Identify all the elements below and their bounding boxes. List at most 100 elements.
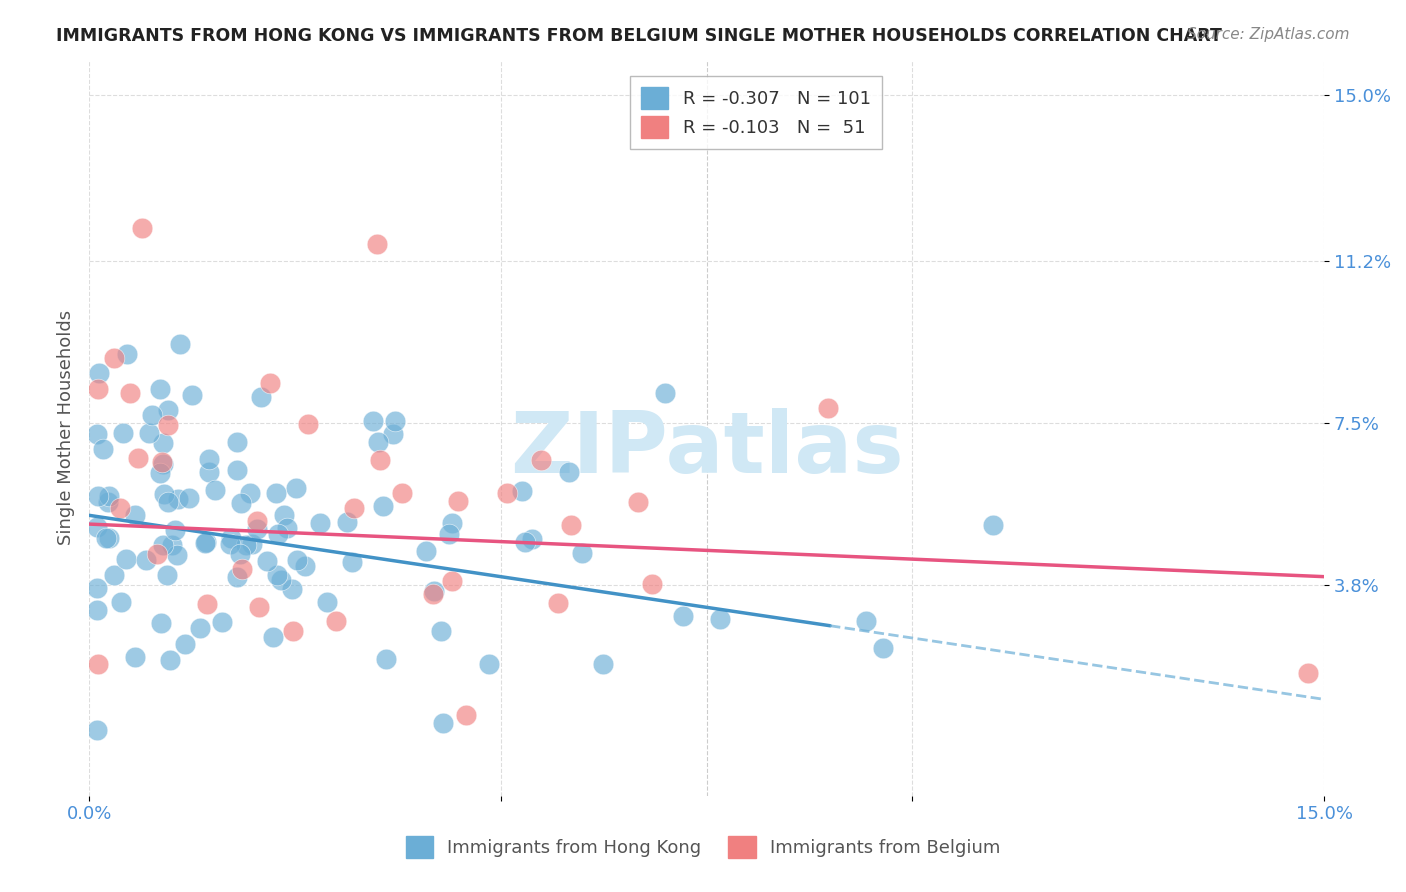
Immigrants from Hong Kong: [256, 554, 278, 568]
Immigrants from Hong Kong: [103, 568, 125, 582]
Immigrants from Hong Kong: [709, 612, 731, 626]
Immigrants from Hong Kong: [174, 637, 197, 651]
Immigrants from Hong Kong: [157, 403, 180, 417]
Immigrants from Hong Kong: [86, 581, 108, 595]
Immigrants from Belgium: [627, 494, 650, 508]
Immigrants from Hong Kong: [432, 715, 454, 730]
Immigrants from Hong Kong: [219, 531, 242, 545]
Immigrants from Belgium: [259, 376, 281, 391]
Immigrants from Hong Kong: [152, 457, 174, 471]
Immigrants from Hong Kong: [115, 347, 138, 361]
Immigrants from Hong Kong: [167, 492, 190, 507]
Immigrants from Belgium: [530, 452, 553, 467]
Text: ZIPatlas: ZIPatlas: [510, 409, 904, 491]
Immigrants from Belgium: [817, 401, 839, 415]
Immigrants from Hong Kong: [169, 337, 191, 351]
Immigrants from Belgium: [297, 417, 319, 431]
Immigrants from Hong Kong: [198, 465, 221, 479]
Immigrants from Hong Kong: [225, 570, 247, 584]
Immigrants from Hong Kong: [115, 552, 138, 566]
Immigrants from Hong Kong: [226, 435, 249, 450]
Immigrants from Hong Kong: [270, 573, 292, 587]
Immigrants from Hong Kong: [87, 366, 110, 380]
Immigrants from Hong Kong: [316, 595, 339, 609]
Immigrants from Hong Kong: [194, 535, 217, 549]
Immigrants from Belgium: [441, 574, 464, 589]
Immigrants from Belgium: [145, 547, 167, 561]
Immigrants from Hong Kong: [124, 650, 146, 665]
Immigrants from Hong Kong: [294, 558, 316, 573]
Immigrants from Hong Kong: [342, 555, 364, 569]
Immigrants from Belgium: [325, 614, 347, 628]
Immigrants from Belgium: [120, 385, 142, 400]
Immigrants from Belgium: [447, 494, 470, 508]
Immigrants from Hong Kong: [150, 616, 173, 631]
Immigrants from Belgium: [456, 708, 478, 723]
Immigrants from Belgium: [156, 417, 179, 432]
Immigrants from Hong Kong: [86, 603, 108, 617]
Immigrants from Belgium: [368, 453, 391, 467]
Immigrants from Belgium: [247, 600, 270, 615]
Legend: R = -0.307   N = 101, R = -0.103   N =  51: R = -0.307 N = 101, R = -0.103 N = 51: [630, 76, 882, 149]
Text: Source: ZipAtlas.com: Source: ZipAtlas.com: [1187, 27, 1350, 42]
Immigrants from Belgium: [281, 624, 304, 639]
Immigrants from Hong Kong: [149, 467, 172, 481]
Immigrants from Hong Kong: [226, 463, 249, 477]
Immigrants from Belgium: [496, 486, 519, 500]
Immigrants from Hong Kong: [149, 382, 172, 396]
Immigrants from Hong Kong: [522, 533, 544, 547]
Immigrants from Hong Kong: [287, 553, 309, 567]
Immigrants from Hong Kong: [91, 442, 114, 457]
Immigrants from Hong Kong: [515, 534, 537, 549]
Immigrants from Belgium: [422, 587, 444, 601]
Immigrants from Hong Kong: [110, 594, 132, 608]
Legend: Immigrants from Hong Kong, Immigrants from Belgium: Immigrants from Hong Kong, Immigrants fr…: [398, 829, 1008, 865]
Immigrants from Hong Kong: [592, 657, 614, 672]
Immigrants from Hong Kong: [981, 517, 1004, 532]
Immigrants from Hong Kong: [266, 567, 288, 582]
Immigrants from Hong Kong: [267, 527, 290, 541]
Immigrants from Hong Kong: [430, 624, 453, 639]
Immigrants from Hong Kong: [97, 489, 120, 503]
Immigrants from Hong Kong: [197, 452, 219, 467]
Immigrants from Belgium: [131, 221, 153, 235]
Immigrants from Belgium: [231, 562, 253, 576]
Immigrants from Hong Kong: [97, 495, 120, 509]
Immigrants from Hong Kong: [98, 532, 121, 546]
Immigrants from Hong Kong: [239, 485, 262, 500]
Immigrants from Hong Kong: [159, 653, 181, 667]
Immigrants from Hong Kong: [510, 484, 533, 499]
Immigrants from Hong Kong: [87, 489, 110, 503]
Immigrants from Hong Kong: [423, 584, 446, 599]
Immigrants from Hong Kong: [441, 516, 464, 530]
Immigrants from Hong Kong: [374, 651, 396, 665]
Immigrants from Belgium: [547, 596, 569, 610]
Immigrants from Hong Kong: [229, 547, 252, 561]
Immigrants from Belgium: [87, 382, 110, 396]
Immigrants from Hong Kong: [654, 385, 676, 400]
Immigrants from Hong Kong: [124, 508, 146, 522]
Immigrants from Hong Kong: [188, 621, 211, 635]
Immigrants from Hong Kong: [141, 408, 163, 422]
Immigrants from Belgium: [108, 500, 131, 515]
Immigrants from Belgium: [343, 500, 366, 515]
Immigrants from Hong Kong: [153, 487, 176, 501]
Immigrants from Belgium: [245, 514, 267, 528]
Immigrants from Hong Kong: [86, 427, 108, 442]
Immigrants from Hong Kong: [240, 537, 263, 551]
Immigrants from Hong Kong: [381, 426, 404, 441]
Immigrants from Hong Kong: [266, 486, 288, 500]
Immigrants from Hong Kong: [138, 426, 160, 441]
Immigrants from Hong Kong: [415, 544, 437, 558]
Immigrants from Hong Kong: [160, 538, 183, 552]
Immigrants from Belgium: [391, 486, 413, 500]
Immigrants from Hong Kong: [152, 539, 174, 553]
Immigrants from Hong Kong: [156, 495, 179, 509]
Immigrants from Hong Kong: [177, 491, 200, 505]
Immigrants from Belgium: [641, 577, 664, 591]
Immigrants from Hong Kong: [373, 499, 395, 513]
Immigrants from Hong Kong: [437, 526, 460, 541]
Immigrants from Hong Kong: [336, 515, 359, 529]
Immigrants from Hong Kong: [86, 520, 108, 534]
Immigrants from Hong Kong: [367, 434, 389, 449]
